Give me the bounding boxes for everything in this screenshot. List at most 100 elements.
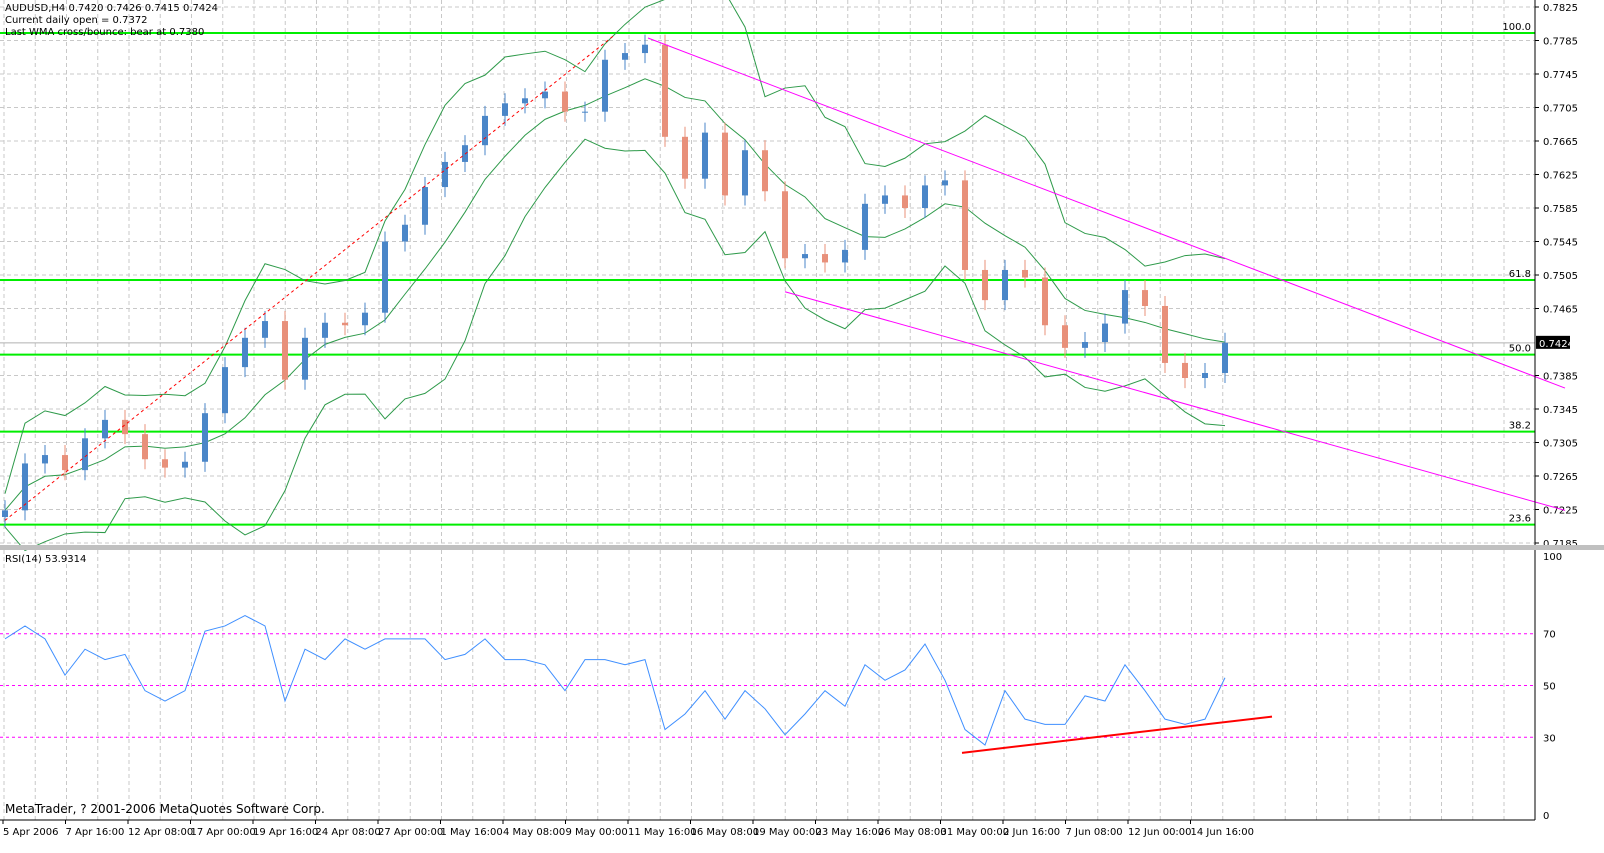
candle-body bbox=[942, 180, 948, 186]
candle-body bbox=[742, 150, 748, 196]
bollinger-middle bbox=[4, 78, 1226, 511]
candle-body bbox=[162, 459, 168, 468]
time-tick-label: 12 Apr 08:00 bbox=[128, 827, 193, 838]
candle-body bbox=[102, 419, 108, 439]
fib-level-label: 23.6 bbox=[1509, 514, 1531, 525]
candle-body bbox=[762, 150, 768, 192]
candle-body bbox=[1142, 290, 1148, 306]
price-tick-label: 0.7625 bbox=[1543, 171, 1578, 182]
time-tick-label: 24 Apr 08:00 bbox=[316, 827, 381, 838]
rsi-tick-label: 30 bbox=[1543, 733, 1556, 744]
time-tick-label: 19 Apr 16:00 bbox=[253, 827, 318, 838]
candle-body bbox=[322, 322, 328, 338]
candle-body bbox=[662, 44, 668, 137]
candle-body bbox=[202, 413, 208, 462]
candle-body bbox=[82, 438, 88, 471]
candle-body bbox=[1162, 305, 1168, 363]
candle-body bbox=[542, 91, 548, 99]
candle-body bbox=[1042, 277, 1048, 326]
wma-note-label: Last WMA cross/bounce: bear at 0.7380 bbox=[5, 27, 205, 38]
price-tick-label: 0.7665 bbox=[1543, 137, 1578, 148]
candle-body bbox=[1222, 342, 1228, 373]
time-tick-label: 11 May 16:00 bbox=[628, 827, 697, 838]
rsi-tick-label: 0 bbox=[1543, 811, 1549, 822]
candle-body bbox=[122, 419, 128, 435]
fib-level-label: 50.0 bbox=[1509, 344, 1531, 355]
trend-dashed-line bbox=[4, 34, 616, 521]
channel-upper-line bbox=[647, 37, 1566, 389]
candle-body bbox=[142, 434, 148, 460]
time-tick-label: 31 May 00:00 bbox=[941, 827, 1010, 838]
candle-body bbox=[682, 136, 688, 179]
candle-body bbox=[22, 463, 28, 511]
candle-body bbox=[622, 53, 628, 60]
candle-body bbox=[182, 461, 188, 468]
candle-body bbox=[422, 187, 428, 225]
time-tick-label: 12 Jun 00:00 bbox=[1128, 827, 1192, 838]
current-price-label: 0.7424 bbox=[1539, 339, 1574, 350]
bollinger-upper bbox=[4, 0, 1226, 494]
candle-body bbox=[562, 91, 568, 112]
candle-body bbox=[962, 180, 968, 270]
candle-body bbox=[482, 115, 488, 146]
price-tick-label: 0.7305 bbox=[1543, 439, 1578, 450]
candle-body bbox=[642, 44, 648, 54]
candle-body bbox=[1202, 372, 1208, 379]
candle-body bbox=[922, 185, 928, 208]
candle-body bbox=[1082, 342, 1088, 348]
candle-body bbox=[502, 103, 508, 116]
candle-body bbox=[402, 224, 408, 242]
time-tick-label: 16 May 08:00 bbox=[691, 827, 760, 838]
candle-body bbox=[362, 312, 368, 326]
price-tick-label: 0.7345 bbox=[1543, 405, 1578, 416]
time-tick-label: 23 May 16:00 bbox=[816, 827, 885, 838]
fib-level-label: 100.0 bbox=[1502, 22, 1531, 33]
candle-body bbox=[302, 337, 308, 380]
candle-body bbox=[222, 367, 228, 414]
time-tick-label: 19 May 00:00 bbox=[753, 827, 822, 838]
candle-body bbox=[822, 254, 828, 263]
time-tick-label: 7 Jun 08:00 bbox=[1066, 827, 1123, 838]
candle-body bbox=[722, 132, 728, 196]
candle-body bbox=[862, 203, 868, 250]
fib-level-label: 38.2 bbox=[1509, 421, 1531, 432]
price-tick-label: 0.7225 bbox=[1543, 506, 1578, 517]
candle-body bbox=[802, 254, 808, 259]
time-tick-label: 4 May 08:00 bbox=[503, 827, 565, 838]
rsi-label: RSI(14) 53.9314 bbox=[5, 554, 87, 565]
candle-body bbox=[842, 249, 848, 263]
candle-body bbox=[602, 59, 608, 112]
candle-body bbox=[1182, 362, 1188, 379]
candle-body bbox=[522, 98, 528, 104]
time-tick-label: 5 Apr 2006 bbox=[3, 827, 58, 838]
candle-body bbox=[1022, 269, 1028, 278]
time-tick-label: 7 Apr 16:00 bbox=[66, 827, 125, 838]
time-tick-label: 9 May 00:00 bbox=[566, 827, 628, 838]
time-tick-label: 2 Jun 16:00 bbox=[1003, 827, 1060, 838]
candle-body bbox=[262, 321, 268, 338]
candle-body bbox=[702, 132, 708, 179]
candle-body bbox=[42, 455, 48, 464]
rsi-tick-label: 100 bbox=[1543, 552, 1562, 563]
candle-body bbox=[282, 321, 288, 380]
time-tick-label: 26 May 08:00 bbox=[878, 827, 947, 838]
candle-body bbox=[582, 111, 588, 113]
candle-body bbox=[902, 195, 908, 208]
time-tick-label: 14 Jun 16:00 bbox=[1191, 827, 1255, 838]
candle-body bbox=[1062, 325, 1068, 348]
rsi-divergence-line bbox=[961, 715, 1273, 754]
price-tick-label: 0.7705 bbox=[1543, 104, 1578, 115]
candle-body bbox=[882, 195, 888, 204]
candle-body bbox=[62, 455, 68, 471]
price-tick-label: 0.7585 bbox=[1543, 204, 1578, 215]
copyright-text: MetaTrader, ? 2001-2006 MetaQuotes Softw… bbox=[5, 802, 325, 816]
candle-body bbox=[782, 191, 788, 259]
time-tick-label: 17 Apr 00:00 bbox=[191, 827, 256, 838]
candle-body bbox=[442, 161, 448, 188]
price-tick-label: 0.7745 bbox=[1543, 70, 1578, 81]
price-tick-label: 0.7465 bbox=[1543, 305, 1578, 316]
time-tick-label: 1 May 16:00 bbox=[441, 827, 503, 838]
price-tick-label: 0.7545 bbox=[1543, 238, 1578, 249]
rsi-tick-label: 70 bbox=[1543, 630, 1556, 641]
